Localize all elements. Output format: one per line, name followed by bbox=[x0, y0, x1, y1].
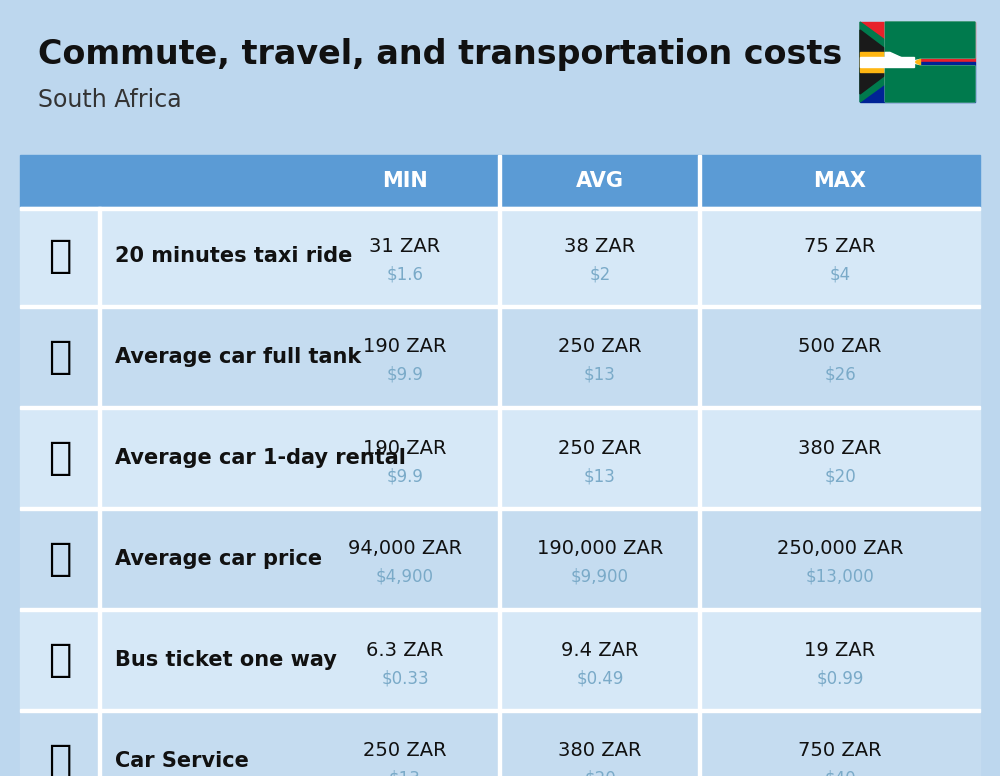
Text: $9,900: $9,900 bbox=[571, 568, 629, 586]
Bar bbox=[20, 409, 980, 507]
Polygon shape bbox=[860, 22, 915, 102]
Text: 250,000 ZAR: 250,000 ZAR bbox=[777, 539, 903, 559]
Text: 190,000 ZAR: 190,000 ZAR bbox=[537, 539, 663, 559]
Bar bbox=[860, 22, 975, 62]
Bar bbox=[98, 409, 101, 507]
Text: 31 ZAR: 31 ZAR bbox=[369, 237, 441, 255]
Bar bbox=[498, 155, 501, 207]
Text: 380 ZAR: 380 ZAR bbox=[558, 742, 642, 760]
Bar bbox=[498, 409, 501, 507]
Text: South Africa: South Africa bbox=[38, 88, 182, 112]
Bar bbox=[98, 207, 101, 305]
Bar bbox=[20, 611, 980, 709]
Text: 🚕: 🚕 bbox=[48, 237, 72, 275]
Bar bbox=[698, 611, 701, 709]
Text: Bus ticket one way: Bus ticket one way bbox=[115, 650, 337, 670]
Bar bbox=[20, 207, 980, 305]
Text: 250 ZAR: 250 ZAR bbox=[363, 742, 447, 760]
Bar bbox=[20, 712, 980, 776]
Text: 75 ZAR: 75 ZAR bbox=[804, 237, 876, 255]
Text: $4: $4 bbox=[829, 265, 851, 283]
Polygon shape bbox=[885, 53, 975, 102]
Bar bbox=[20, 305, 980, 308]
Text: 250 ZAR: 250 ZAR bbox=[558, 338, 642, 356]
Text: $13: $13 bbox=[389, 770, 421, 776]
Text: 750 ZAR: 750 ZAR bbox=[798, 742, 882, 760]
Bar bbox=[20, 308, 980, 406]
Text: $40: $40 bbox=[824, 770, 856, 776]
Text: $13: $13 bbox=[584, 467, 616, 485]
Text: 6.3 ZAR: 6.3 ZAR bbox=[366, 640, 444, 660]
Text: AVG: AVG bbox=[576, 171, 624, 191]
Text: $20: $20 bbox=[584, 770, 616, 776]
Text: Average car price: Average car price bbox=[115, 549, 322, 569]
Text: 🚗: 🚗 bbox=[48, 540, 72, 578]
Text: 500 ZAR: 500 ZAR bbox=[798, 338, 882, 356]
Bar bbox=[20, 608, 980, 611]
Bar bbox=[698, 510, 701, 608]
Bar bbox=[698, 409, 701, 507]
Bar bbox=[860, 62, 975, 102]
Polygon shape bbox=[860, 57, 914, 67]
Text: $20: $20 bbox=[824, 467, 856, 485]
Bar bbox=[698, 207, 701, 305]
Text: Average car 1-day rental: Average car 1-day rental bbox=[115, 448, 406, 468]
Text: 190 ZAR: 190 ZAR bbox=[363, 338, 447, 356]
Bar bbox=[498, 611, 501, 709]
Text: 🚗: 🚗 bbox=[48, 439, 72, 477]
Bar bbox=[498, 308, 501, 406]
Text: $0.49: $0.49 bbox=[576, 669, 624, 687]
Bar bbox=[698, 308, 701, 406]
Text: 38 ZAR: 38 ZAR bbox=[564, 237, 636, 255]
Text: $9.9: $9.9 bbox=[387, 467, 423, 485]
Text: Average car full tank: Average car full tank bbox=[115, 347, 361, 367]
Text: 94,000 ZAR: 94,000 ZAR bbox=[348, 539, 462, 559]
Bar bbox=[98, 308, 101, 406]
Text: 19 ZAR: 19 ZAR bbox=[804, 640, 876, 660]
Text: 250 ZAR: 250 ZAR bbox=[558, 438, 642, 458]
Bar bbox=[20, 507, 980, 510]
Bar bbox=[698, 712, 701, 776]
Bar bbox=[20, 510, 980, 608]
Text: $1.6: $1.6 bbox=[386, 265, 424, 283]
Bar bbox=[20, 155, 980, 207]
Text: 380 ZAR: 380 ZAR bbox=[798, 438, 882, 458]
Bar bbox=[498, 712, 501, 776]
Bar bbox=[498, 510, 501, 608]
Text: $13: $13 bbox=[584, 366, 616, 384]
Polygon shape bbox=[885, 22, 975, 71]
Text: MAX: MAX bbox=[814, 171, 866, 191]
Text: 🚌: 🚌 bbox=[48, 641, 72, 679]
Bar bbox=[498, 207, 501, 305]
Text: 9.4 ZAR: 9.4 ZAR bbox=[561, 640, 639, 660]
Text: 🔧: 🔧 bbox=[48, 742, 72, 776]
Text: 190 ZAR: 190 ZAR bbox=[363, 438, 447, 458]
Polygon shape bbox=[885, 22, 975, 66]
Text: $0.33: $0.33 bbox=[381, 669, 429, 687]
Text: $2: $2 bbox=[589, 265, 611, 283]
Text: $26: $26 bbox=[824, 366, 856, 384]
Polygon shape bbox=[885, 58, 975, 102]
Text: Car Service: Car Service bbox=[115, 751, 249, 771]
Bar bbox=[698, 155, 701, 207]
Bar bbox=[98, 712, 101, 776]
Polygon shape bbox=[860, 30, 903, 94]
Text: 20 minutes taxi ride: 20 minutes taxi ride bbox=[115, 246, 352, 266]
Text: $9.9: $9.9 bbox=[387, 366, 423, 384]
Bar bbox=[98, 510, 101, 608]
Text: $13,000: $13,000 bbox=[806, 568, 874, 586]
Text: MIN: MIN bbox=[382, 171, 428, 191]
Text: Commute, travel, and transportation costs: Commute, travel, and transportation cost… bbox=[38, 38, 842, 71]
Text: ⛽: ⛽ bbox=[48, 338, 72, 376]
Bar bbox=[20, 709, 980, 712]
Bar bbox=[98, 611, 101, 709]
Bar bbox=[20, 406, 980, 409]
Text: $4,900: $4,900 bbox=[376, 568, 434, 586]
Bar bbox=[20, 207, 980, 210]
Polygon shape bbox=[860, 53, 920, 71]
Text: $0.99: $0.99 bbox=[816, 669, 864, 687]
